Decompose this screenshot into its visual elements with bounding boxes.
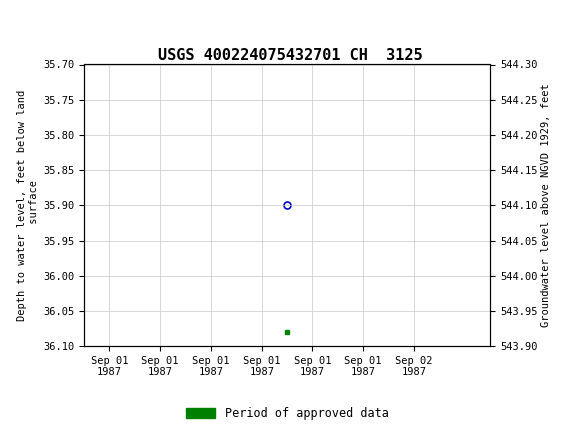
Y-axis label: Groundwater level above NGVD 1929, feet: Groundwater level above NGVD 1929, feet — [542, 83, 552, 327]
Legend: Period of approved data: Period of approved data — [181, 402, 393, 425]
Text: ≡: ≡ — [9, 11, 24, 34]
Text: USGS: USGS — [32, 14, 87, 31]
Y-axis label: Depth to water level, feet below land
 surface: Depth to water level, feet below land su… — [17, 90, 39, 321]
Text: USGS 400224075432701 CH  3125: USGS 400224075432701 CH 3125 — [158, 48, 422, 62]
